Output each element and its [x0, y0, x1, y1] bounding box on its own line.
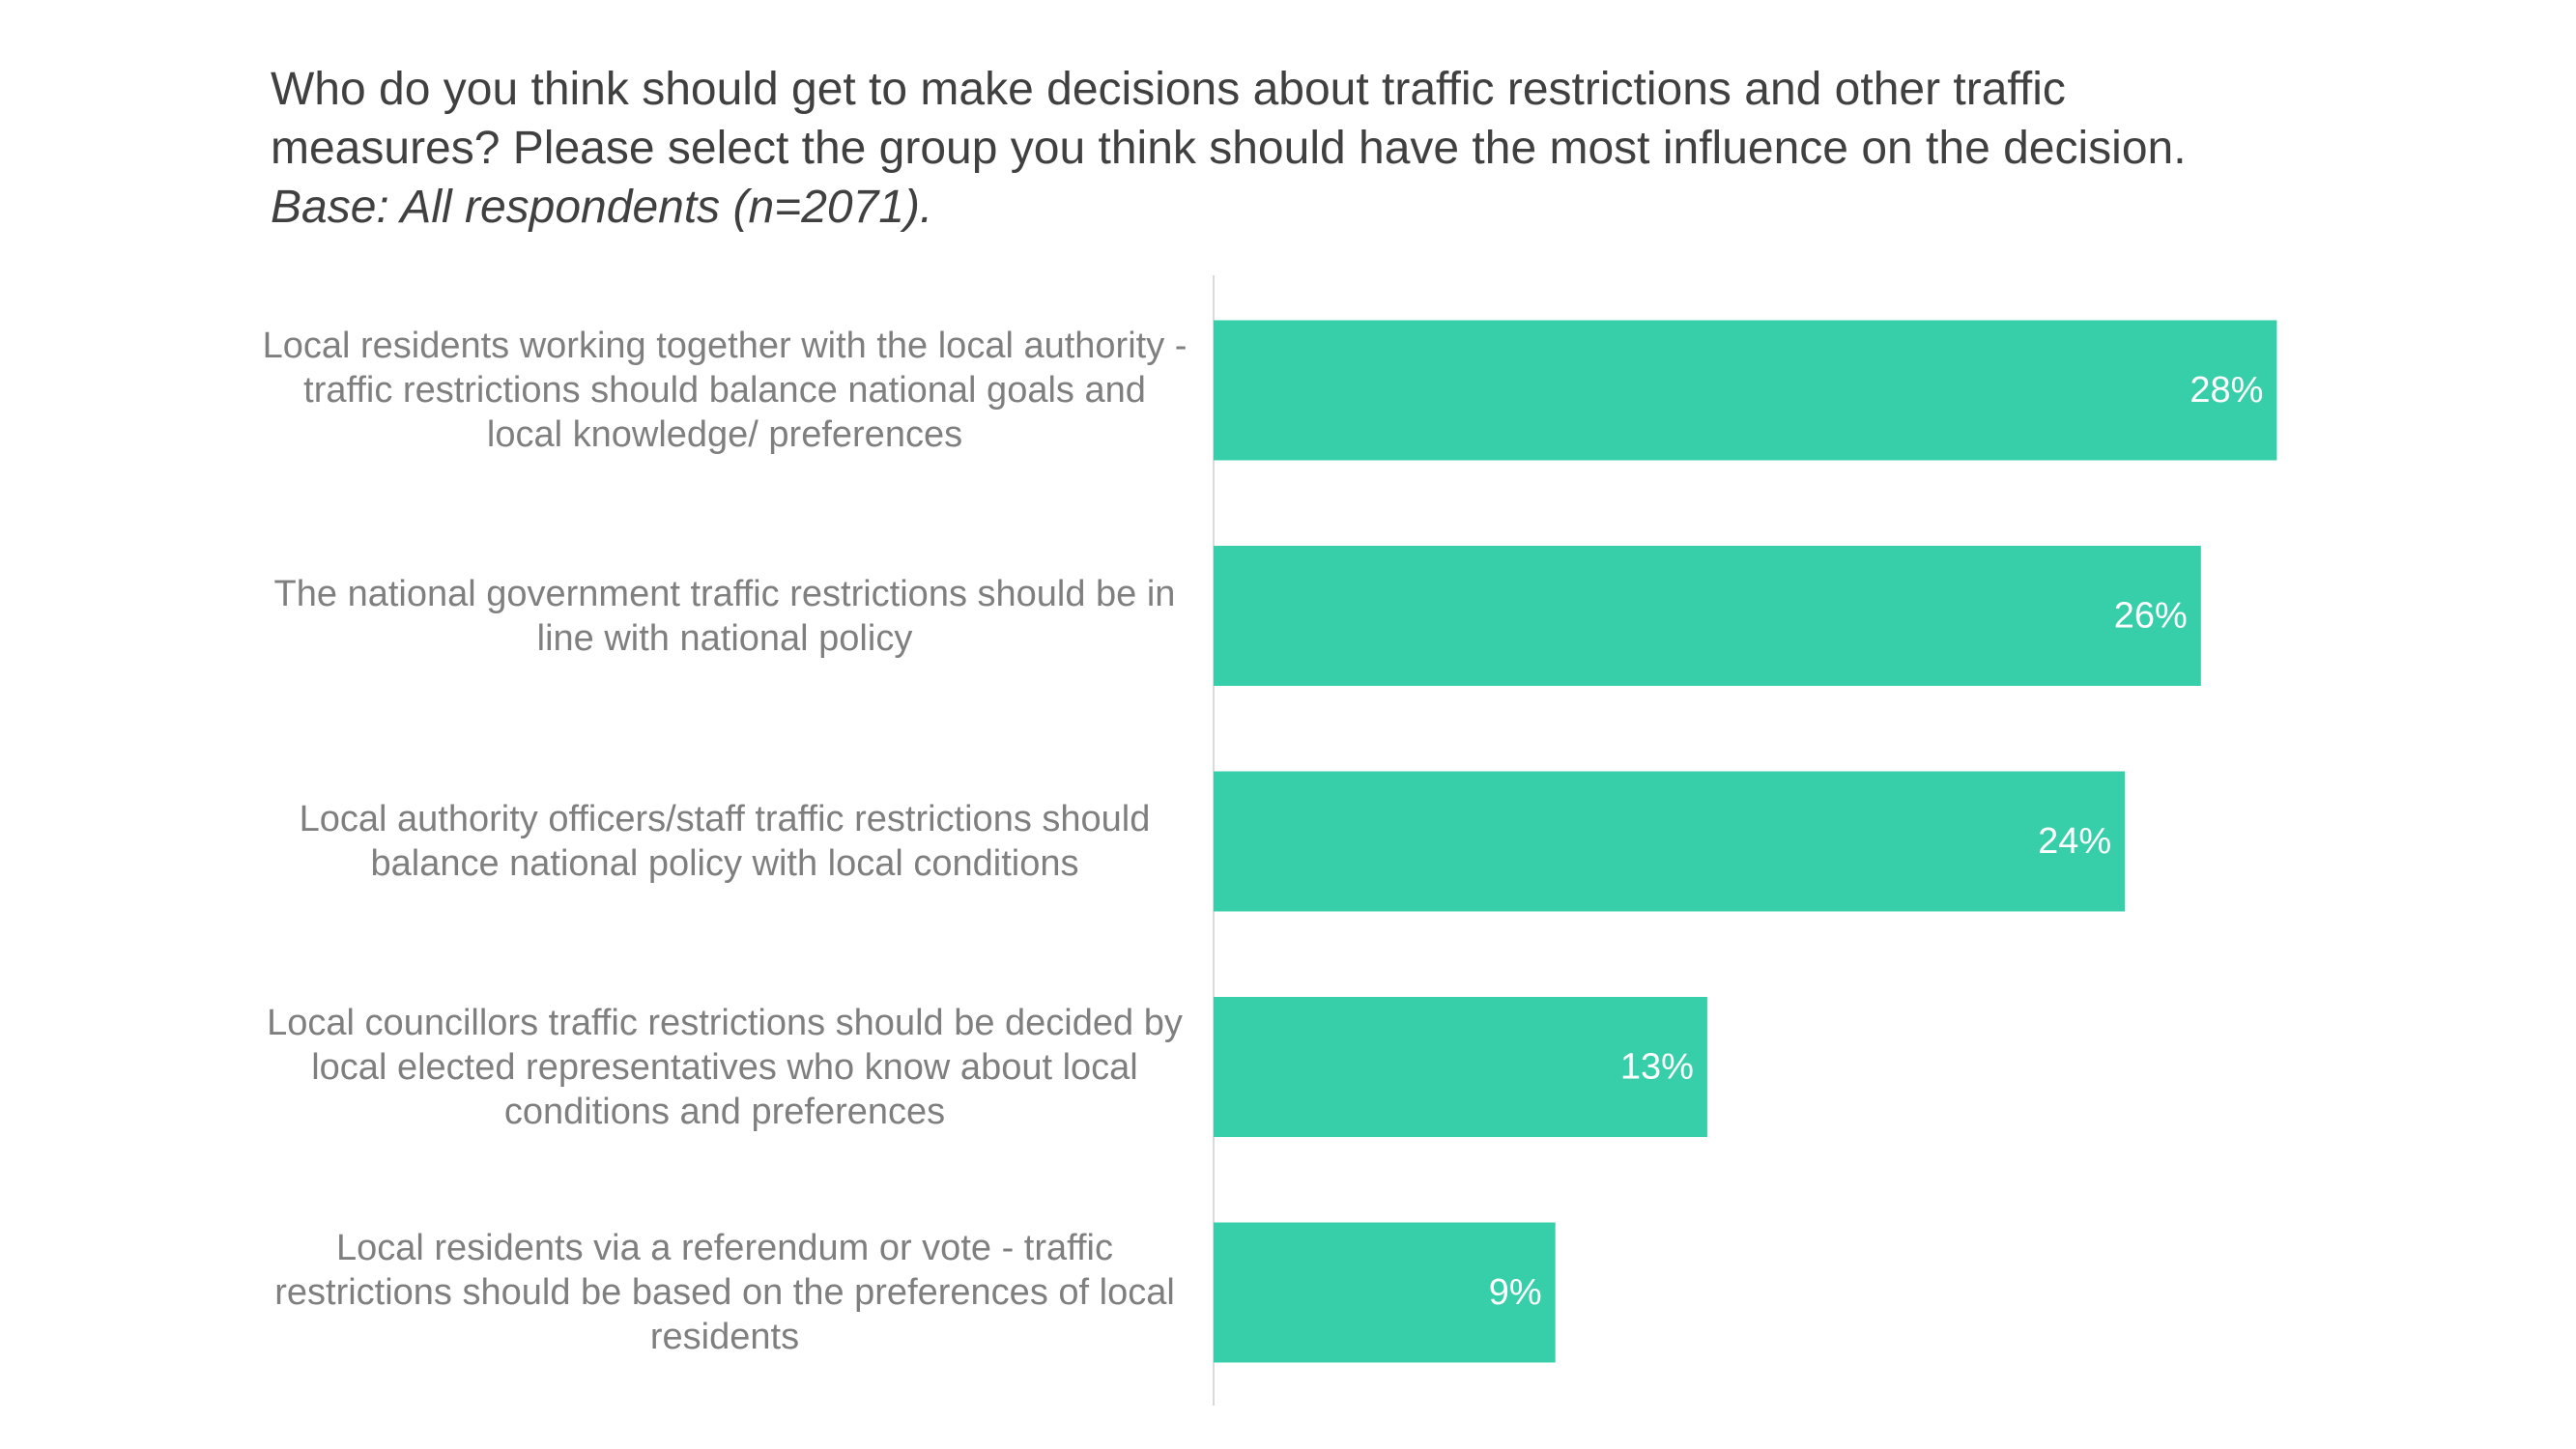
category-label-1: Local residents working together with th… [262, 326, 1188, 455]
bar-4 [1214, 997, 1707, 1137]
chart-title-text: Who do you think should get to make deci… [271, 64, 2187, 174]
chart-title: Who do you think should get to make deci… [271, 60, 2203, 237]
bar-5 [1214, 1222, 1556, 1363]
bar-value-label-4: 13% [1620, 1047, 1694, 1088]
category-label-5: Local residents via a referendum or vote… [274, 1228, 1175, 1357]
chart-subtitle: Base: All respondents (n=2071). [271, 182, 933, 233]
bar-2 [1214, 546, 2201, 686]
bar-value-label-2: 26% [2114, 596, 2188, 637]
bar-1 [1214, 320, 2277, 461]
category-label-4: Local councillors traffic restrictions s… [267, 1002, 1183, 1132]
category-label-3: Local authority officers/staff traffic r… [299, 799, 1151, 884]
bar-3 [1214, 771, 2126, 912]
bar-value-label-3: 24% [2038, 821, 2111, 862]
bar-value-label-1: 28% [2190, 370, 2263, 411]
bar-value-label-5: 9% [1489, 1272, 1542, 1313]
category-label-2: The national government traffic restrict… [273, 573, 1176, 659]
bars-group: 28% 26% 24% 13% 9% [1214, 320, 2277, 1363]
